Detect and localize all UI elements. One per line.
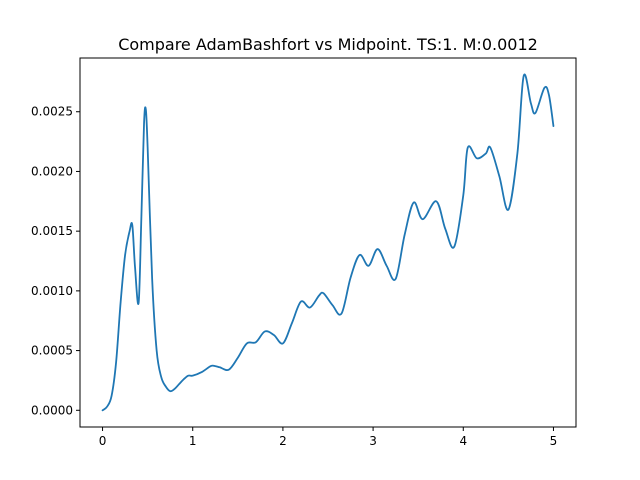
chart-title: Compare AdamBashfort vs Midpoint. TS:1. … bbox=[118, 35, 538, 54]
x-tick-label: 0 bbox=[99, 434, 107, 448]
x-tick-label: 1 bbox=[189, 434, 197, 448]
x-tick-label: 3 bbox=[369, 434, 377, 448]
x-tick-label: 4 bbox=[459, 434, 467, 448]
y-tick-label: 0.0000 bbox=[31, 403, 73, 417]
series-line bbox=[101, 73, 555, 412]
y-tick-label: 0.0025 bbox=[31, 105, 73, 119]
x-tick-label: 2 bbox=[279, 434, 287, 448]
y-tick-label: 0.0020 bbox=[31, 164, 73, 178]
plot-area: 0 1 2 3 4 5 0.0000 0.0005 0.0010 0.0015 0.0020 0.00… bbox=[31, 73, 558, 448]
y-tick-label: 0.0010 bbox=[31, 284, 73, 298]
y-tick-label: 0.0015 bbox=[31, 224, 73, 238]
x-tick-label: 5 bbox=[550, 434, 558, 448]
y-tick-label: 0.0005 bbox=[31, 344, 73, 358]
axes-frame bbox=[79, 57, 577, 428]
